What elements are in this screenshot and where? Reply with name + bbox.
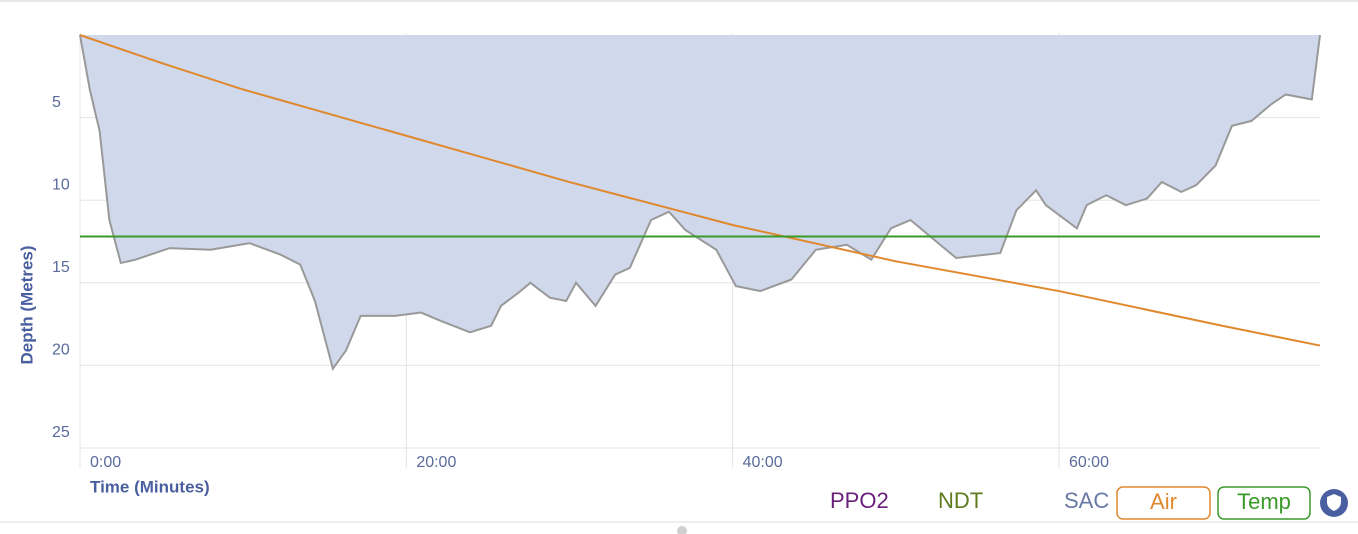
y-tick-label: 25 <box>52 424 70 441</box>
legend-toggle[interactable]: SAC <box>1064 488 1109 513</box>
x-tick-label: 60:00 <box>1069 454 1109 471</box>
depth-line <box>79 34 1321 372</box>
y-tick-label: 15 <box>52 259 70 276</box>
y-tick-label: 10 <box>52 176 70 193</box>
x-tick-label: 40:00 <box>743 454 783 471</box>
y-tick-label: 5 <box>52 94 61 111</box>
legend-label[interactable]: Air <box>1150 489 1177 514</box>
x-tick-label: 0:00 <box>90 454 121 471</box>
x-axis-label: Time (Minutes) <box>90 477 210 496</box>
legend-box[interactable] <box>1217 486 1311 520</box>
legend-toggle[interactable]: NDT <box>938 488 983 513</box>
y-axis-label: Depth (Metres) <box>17 245 36 364</box>
x-tick-label: 20:00 <box>416 454 456 471</box>
resize-handle[interactable] <box>677 526 687 534</box>
legend-box[interactable] <box>1116 486 1211 520</box>
depth-area <box>80 35 1320 369</box>
series-line <box>79 34 1321 347</box>
shield-icon[interactable] <box>1320 489 1348 517</box>
legend-label[interactable]: Temp <box>1237 489 1291 514</box>
y-tick-label: 20 <box>52 342 70 359</box>
legend-toggle[interactable]: PPO2 <box>830 488 889 513</box>
